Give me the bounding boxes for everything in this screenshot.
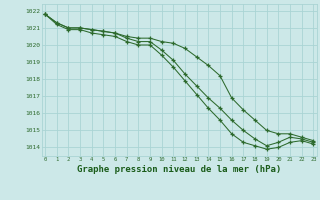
- X-axis label: Graphe pression niveau de la mer (hPa): Graphe pression niveau de la mer (hPa): [77, 165, 281, 174]
